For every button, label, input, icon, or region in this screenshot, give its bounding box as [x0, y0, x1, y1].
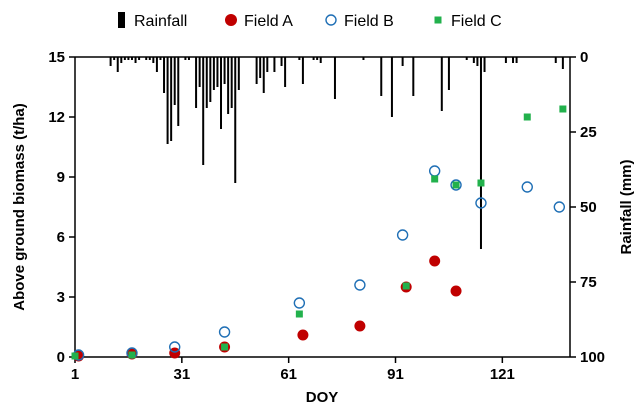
- field-a-point-8: [450, 285, 462, 297]
- field-b-point-6: [396, 229, 409, 241]
- field-c-point-0: [71, 352, 79, 360]
- field-b-point-10: [521, 181, 533, 193]
- data-points: [71, 105, 567, 362]
- y-tick-label-1: 3: [57, 289, 65, 306]
- field-b-point-2: [169, 341, 181, 353]
- x-tick-label-0: 1: [71, 366, 79, 383]
- field-c-point-4: [402, 282, 410, 290]
- field-c-point-9: [559, 105, 567, 113]
- field-c-point-8: [523, 113, 531, 121]
- y-tick-label-5: 15: [48, 49, 65, 66]
- field-b-point-4: [293, 297, 306, 309]
- field-b-point-9: [475, 197, 487, 209]
- x-tick-label-2: 61: [280, 366, 297, 383]
- legend-marker-rainfall: [118, 12, 125, 28]
- field-b-point-11: [553, 201, 566, 213]
- field-c-point-1: [128, 351, 136, 359]
- legend-label-rainfall: Rainfall: [134, 13, 187, 30]
- legend-label-field-c: Field C: [451, 13, 502, 30]
- y-axis-title: Above ground biomass (t/ha): [11, 103, 28, 311]
- x-axis-title: DOY: [306, 389, 339, 406]
- legend-marker-field-a: [225, 14, 237, 26]
- y-tick-label-2: 6: [57, 229, 65, 246]
- field-c-point-2: [221, 343, 229, 351]
- field-c-point-5: [431, 175, 439, 183]
- legend-marker-field-b: [325, 14, 337, 26]
- axes: [74, 56, 571, 358]
- x-tick-label-4: 121: [490, 366, 515, 383]
- y-tick-label-0: 0: [57, 349, 65, 366]
- field-b-point-7: [428, 165, 441, 177]
- field-b-point-3: [218, 326, 231, 338]
- y2-tick-label-2: 50: [580, 199, 597, 216]
- field-a-point-7: [429, 255, 441, 267]
- x-tick-label-1: 31: [173, 366, 190, 383]
- field-c-point-6: [452, 181, 460, 189]
- field-a-point-4: [297, 329, 309, 341]
- legend-marker-field-c: [434, 16, 442, 24]
- x-tick-label-3: 91: [387, 366, 404, 383]
- field-b-point-8: [450, 179, 462, 191]
- y2-tick-label-3: 75: [580, 274, 597, 291]
- y2-tick-label-4: 100: [580, 349, 605, 366]
- y-tick-label-4: 12: [48, 109, 65, 126]
- field-a-point-5: [354, 320, 366, 332]
- field-c-point-3: [295, 310, 303, 318]
- y2-tick-label-0: 0: [580, 49, 588, 66]
- field-a-point-2: [169, 347, 181, 359]
- field-b-point-5: [354, 279, 366, 291]
- y2-axis-title: Rainfall (mm): [618, 159, 635, 254]
- legend-label-field-a: Field A: [244, 13, 293, 30]
- legend-label-field-b: Field B: [344, 13, 394, 30]
- rainfall-bars: [109, 57, 564, 249]
- field-c-point-7: [477, 179, 485, 187]
- ticks: 1 31 61 91 121 0 3 6 9 12 15 0 25 50 75 100: [48, 49, 605, 383]
- y-tick-label-3: 9: [57, 169, 65, 186]
- y2-tick-label-1: 25: [580, 124, 597, 141]
- legend: Rainfall Field A Field B Field C: [118, 12, 502, 30]
